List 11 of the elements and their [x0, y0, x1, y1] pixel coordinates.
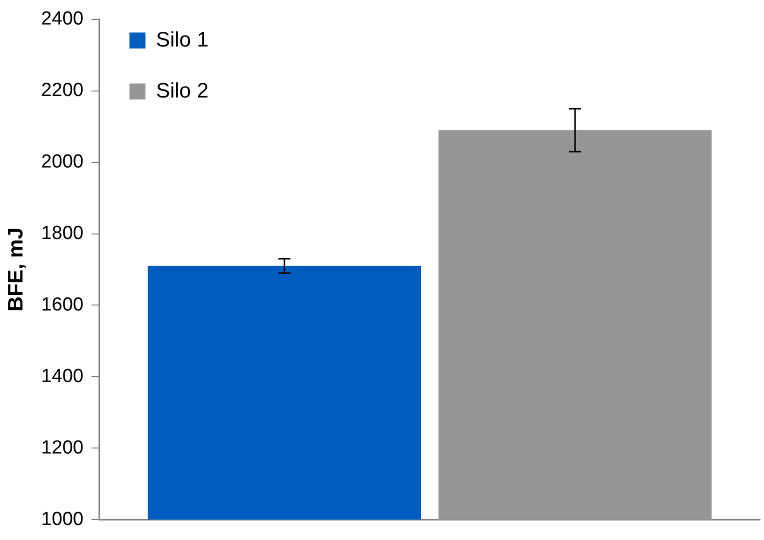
- y-tick-label: 2400: [41, 8, 84, 30]
- y-tick-label: 2000: [41, 152, 84, 173]
- y-axis-title: BFE, mJ: [4, 227, 28, 312]
- y-tick-label: 2200: [41, 80, 84, 102]
- y-tick-label: 1400: [41, 366, 84, 387]
- y-tick-label: 1800: [41, 223, 84, 244]
- y-tick-label: 1000: [41, 508, 84, 530]
- legend-label: Silo 1: [156, 28, 208, 52]
- y-tick-label: 1200: [41, 437, 84, 458]
- y-tick-label: 1600: [41, 294, 84, 316]
- legend-label: Silo 2: [156, 79, 208, 102]
